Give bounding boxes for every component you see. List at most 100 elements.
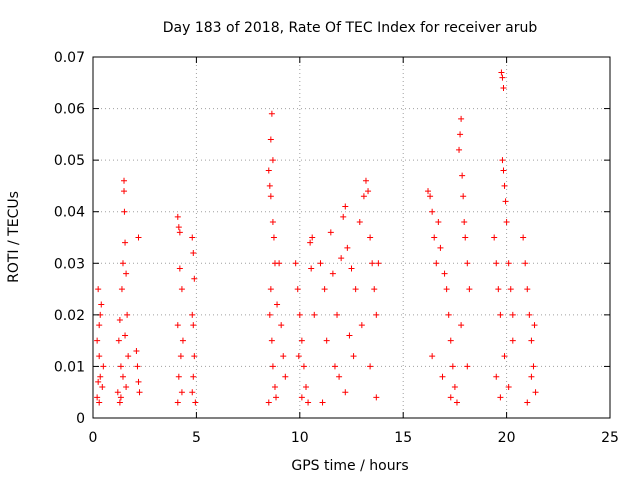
data-point (457, 131, 464, 138)
data-point (271, 384, 278, 391)
data-point (99, 384, 106, 391)
data-point (503, 219, 510, 226)
data-point (499, 157, 506, 164)
data-point (520, 234, 527, 241)
data-point (267, 136, 274, 143)
data-point (501, 353, 508, 360)
data-point (425, 188, 432, 195)
data-point (427, 193, 434, 200)
data-point (95, 378, 102, 385)
data-point (266, 182, 273, 189)
data-point (358, 322, 365, 329)
data-point (311, 311, 318, 318)
data-point (431, 234, 438, 241)
data-point (458, 115, 465, 122)
data-point (498, 69, 505, 76)
data-point (453, 399, 460, 406)
data-point (190, 373, 197, 380)
data-point (176, 265, 183, 272)
data-point (119, 373, 126, 380)
data-point (278, 322, 285, 329)
data-point (270, 234, 277, 241)
grid (93, 57, 610, 418)
y-tick-label: 0.03 (54, 256, 85, 272)
data-point (116, 317, 123, 324)
data-point (190, 249, 197, 256)
data-point (191, 353, 198, 360)
data-point (451, 384, 458, 391)
data-point (267, 286, 274, 293)
data-point (321, 286, 328, 293)
data-point (298, 394, 305, 401)
data-point (303, 384, 310, 391)
data-point (501, 182, 508, 189)
data-point (176, 229, 183, 236)
y-axis-label: ROTI / TECUs (6, 191, 22, 283)
data-point (491, 234, 498, 241)
data-point (447, 337, 454, 344)
data-point (334, 311, 341, 318)
data-point (269, 363, 276, 370)
data-point (429, 208, 436, 215)
data-point (309, 234, 316, 241)
data-point (175, 224, 182, 231)
y-tick-label: 0.02 (54, 308, 85, 324)
data-point (179, 337, 186, 344)
y-tick-label: 0.01 (54, 359, 85, 375)
data-point (429, 353, 436, 360)
data-point (189, 234, 196, 241)
data-point (505, 384, 512, 391)
x-tick-label: 5 (192, 430, 201, 446)
data-point (373, 311, 380, 318)
data-point (117, 394, 124, 401)
x-tick-label: 20 (498, 430, 516, 446)
data-point (331, 363, 338, 370)
y-tick-label: 0.07 (54, 50, 85, 66)
data-point (338, 255, 345, 262)
data-point (190, 322, 197, 329)
data-point (274, 301, 281, 308)
data-point (531, 322, 538, 329)
data-point (530, 363, 537, 370)
data-point (456, 146, 463, 153)
data-point (280, 353, 287, 360)
data-point (116, 399, 123, 406)
data-point (505, 260, 512, 267)
data-point (298, 337, 305, 344)
x-axis-label: GPS time / hours (291, 458, 408, 474)
data-point (524, 399, 531, 406)
data-point (340, 213, 347, 220)
data-point (96, 322, 103, 329)
data-point (292, 260, 299, 267)
data-point (121, 177, 128, 184)
data-point (445, 311, 452, 318)
data-point (367, 363, 374, 370)
data-point (369, 260, 376, 267)
data-point (522, 260, 529, 267)
data-point (352, 286, 359, 293)
data-point (367, 234, 374, 241)
data-point (174, 213, 181, 220)
data-point (125, 353, 132, 360)
data-point (269, 219, 276, 226)
data-point (174, 399, 181, 406)
data-point (500, 84, 507, 91)
data-point (497, 311, 504, 318)
data-point (323, 337, 330, 344)
data-point (269, 157, 276, 164)
data-point (268, 337, 275, 344)
data-point (458, 322, 465, 329)
data-point (336, 373, 343, 380)
data-point (375, 260, 382, 267)
data-point (265, 399, 272, 406)
data-point (528, 373, 535, 380)
data-point (441, 270, 448, 277)
data-point (134, 363, 141, 370)
data-point (495, 286, 502, 293)
data-point (461, 219, 468, 226)
data-point (344, 244, 351, 251)
data-point (177, 353, 184, 360)
data-point (123, 270, 130, 277)
plot-frame (92, 56, 611, 419)
y-tick-label: 0.04 (54, 205, 85, 221)
